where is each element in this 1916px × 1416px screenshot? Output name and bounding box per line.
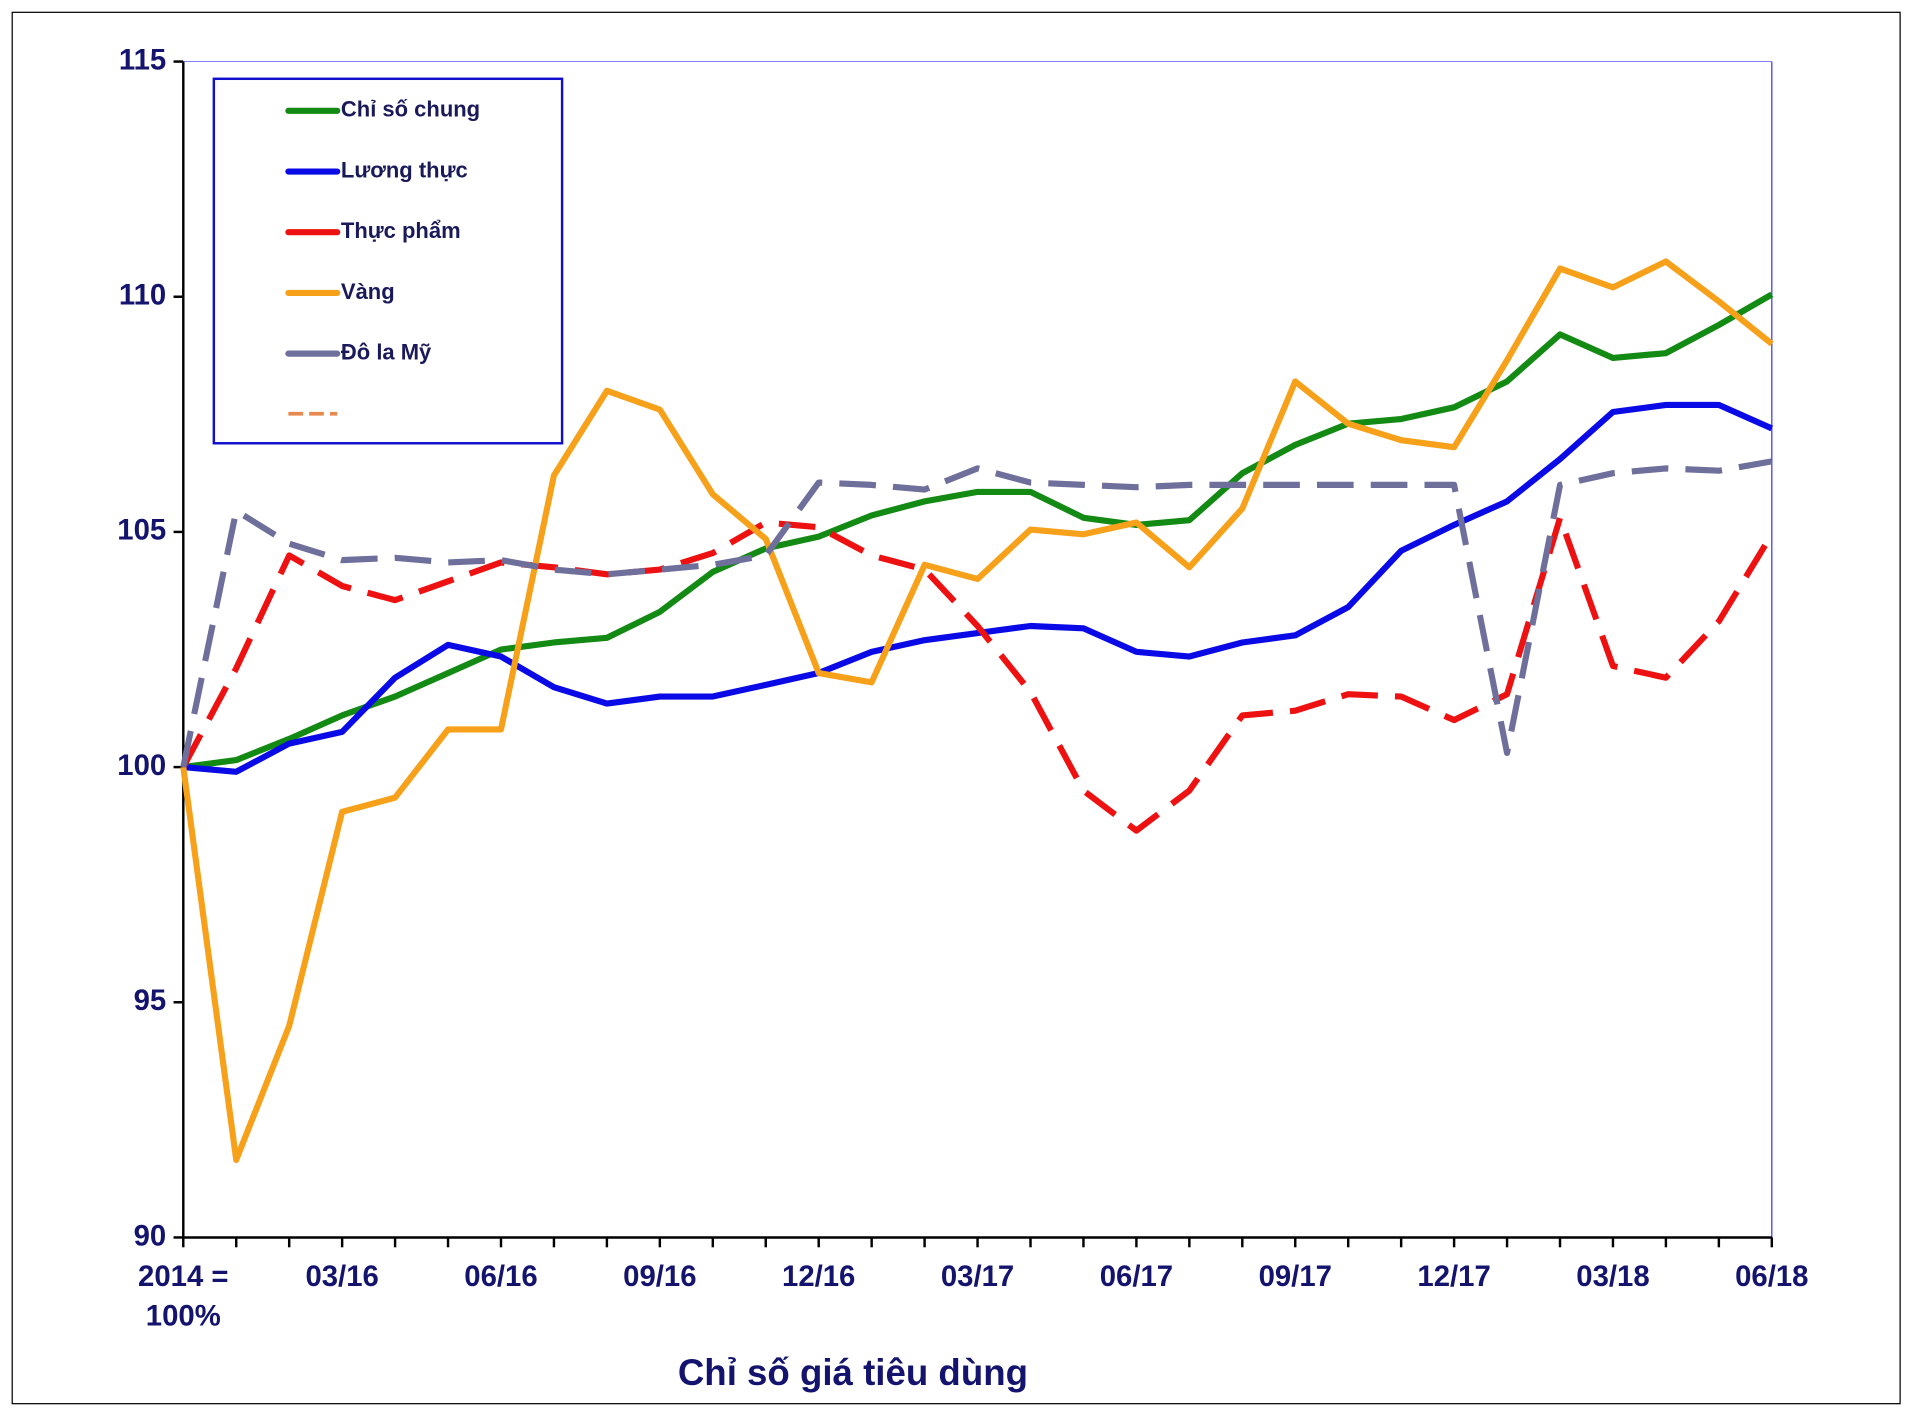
series-line [182,291,1774,771]
x-tick-label: 06/17 [1100,1260,1173,1293]
series-line [180,514,1775,834]
x-tick-label: 03/17 [941,1260,1014,1293]
x-tick-label: 06/18 [1735,1260,1808,1293]
series-line [180,458,1773,768]
x-tick-label: 12/17 [1417,1260,1490,1293]
x-tick-label: 12/16 [782,1260,855,1293]
frame [11,11,1901,1405]
x-tick-label: 09/17 [1259,1260,1332,1293]
y-tick-label: 115 [119,43,166,76]
legend-label: Chỉ số chung [341,97,480,122]
legend-box [212,77,564,445]
y-tick-label: 110 [119,278,166,311]
y-tick-label: 95 [134,984,167,1017]
x-tick-label: 09/16 [623,1260,696,1293]
x-tick-label: 2014 = 100% [138,1260,228,1333]
x-tick-label: 06/16 [464,1260,537,1293]
y-tick-label: 100 [117,749,166,782]
x-axis-title: Chỉ số giá tiêu dùng [678,1352,1028,1393]
plot: 90 95 100 105 110 115 2014 = 100% 03/16 06/16 09/1… [117,43,1808,1332]
x-tick-label: 03/18 [1576,1260,1649,1293]
legend-label: Thực phẩm [341,218,461,243]
series-line [183,401,1774,775]
y-tick-label: 90 [134,1219,167,1252]
x-tick-label: 03/16 [305,1260,378,1293]
series-line [180,258,1774,1163]
legend-label: Lương thực [341,157,468,182]
legend: Chỉ số chung Lương thực Thực phẩm Vàng Đô la… [285,97,480,365]
legend-label: Vàng [341,279,395,304]
legend-label: Đô la Mỹ [341,339,432,364]
y-tick-label: 105 [117,514,166,547]
